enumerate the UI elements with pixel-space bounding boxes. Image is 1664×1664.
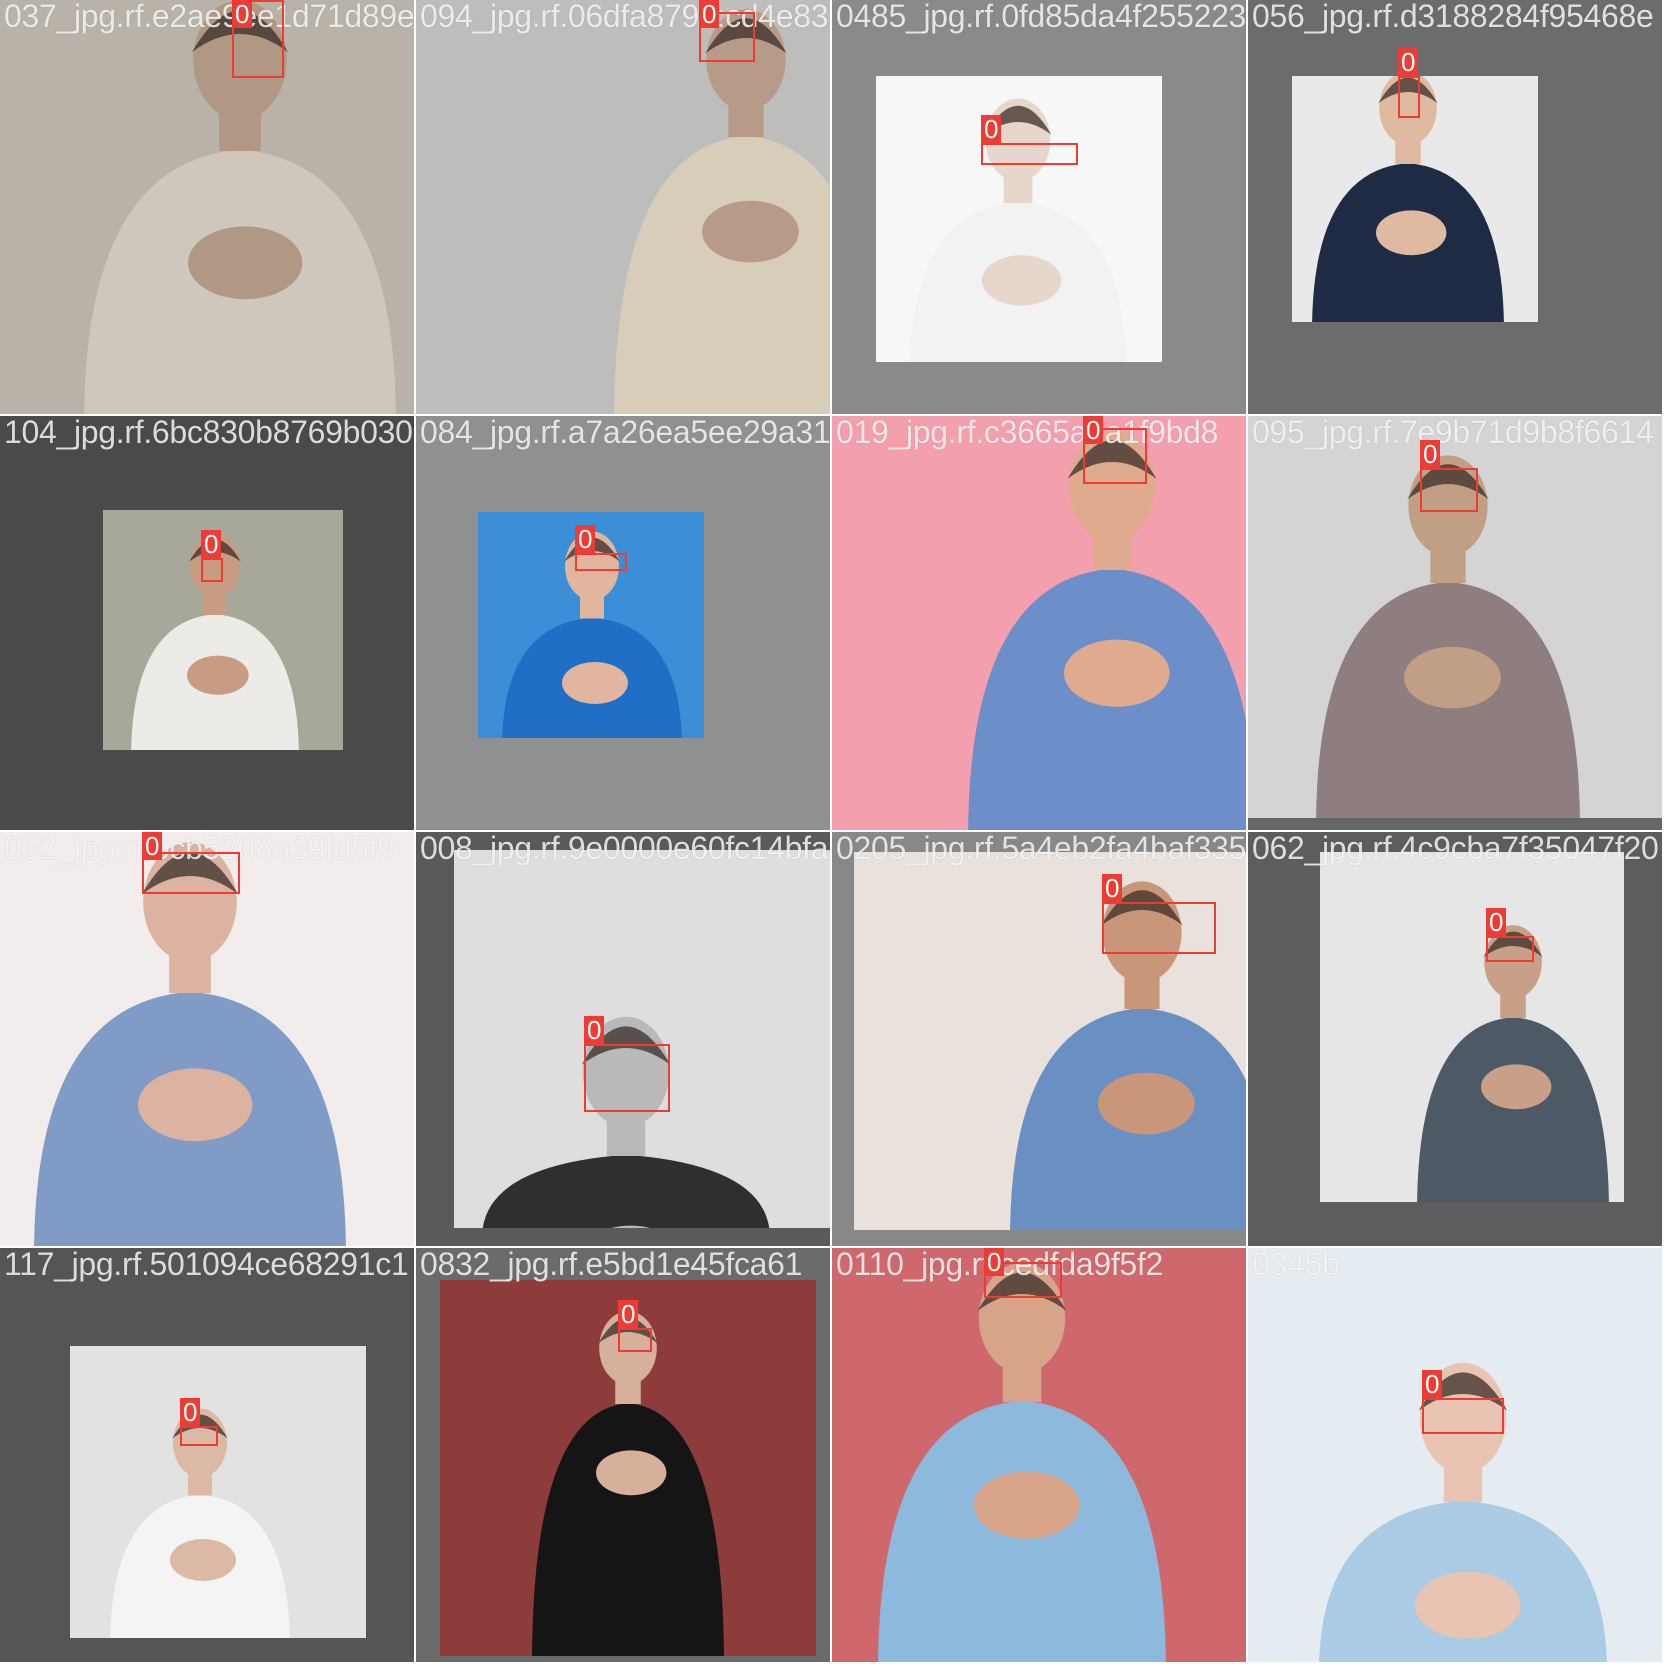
detection-box [699,12,755,62]
tile-filename: 0345b [1252,1248,1340,1282]
class-label-tag: 0 [981,115,1002,143]
class-label-tag: 0 [142,832,163,860]
class-label-tag: 0 [180,1398,201,1426]
person-figure [614,9,830,414]
person-figure [1010,881,1246,1230]
detection-box [180,1426,218,1446]
detection-box [1486,936,1534,962]
person-figure [968,430,1246,830]
person-figure [1312,76,1504,322]
class-label-tag: 0 [1398,48,1419,76]
mosaic-tile: 062_jpg.rf.4c9cba7f35047f20 0 [1248,832,1662,1246]
tile-filename: 084_jpg.rf.a7a26ea5ee29a31 [420,416,830,450]
tile-photo [832,1248,1246,1662]
detection-box [1083,428,1147,484]
tile-photo [1292,76,1538,322]
tile-photo [454,850,830,1228]
person-figure [131,533,299,750]
tile-photo [416,0,830,414]
tile-photo [1248,1248,1662,1662]
tile-filename: 062_jpg.rf.4c9cba7f35047f20 [1252,832,1659,866]
class-label-tag: 0 [201,530,222,558]
tile-filename: 019_jpg.rf.c3665a7a1f9bd8 [836,416,1219,450]
person-figure [34,842,346,1246]
detection-box [201,558,223,582]
person-figure [532,1311,724,1656]
mosaic-tile: 094_jpg.rf.06dfa879b:cd4e83 0 [416,0,830,414]
mosaic-tile: 019_jpg.rf.c3665a7a1f9bd8 0 [832,416,1246,830]
tile-filename: 0205_jpg.rf.5a4eb2fa4baf335 [836,832,1246,866]
class-label-tag: 0 [618,1300,639,1328]
tile-photo [70,1346,366,1638]
person-figure [1319,1362,1607,1662]
mosaic-tile: 0205_jpg.rf.5a4eb2fa4baf335 0 [832,832,1246,1246]
tile-filename: 008_jpg.rf.9e0000e60fc14bfa [420,832,829,866]
detection-box [1420,468,1478,512]
class-label-tag: 0 [232,0,253,28]
person-figure [482,1016,770,1228]
class-label-tag: 0 [575,525,596,553]
tile-photo [832,416,1246,830]
tile-photo [876,76,1162,362]
mosaic-tile: 084_jpg.rf.a7a26ea5ee29a31 0 [416,416,830,830]
class-label-tag: 0 [984,1248,1005,1276]
detection-box [981,143,1078,165]
tile-filename: 0485_jpg.rf.0fd85da4f255223 [836,0,1246,34]
tile-filename: 032_jpg.rf.bcb5208a39fd5f9 [4,832,395,866]
tile-filename: 0832_jpg.rf.e5bd1e45fca61 [420,1248,803,1282]
mosaic-tile: 037_jpg.rf.e2ae9ee1d71d89e 0 [0,0,414,414]
class-label-tag: 0 [1486,908,1507,936]
tile-photo [0,0,414,414]
person-figure [84,0,396,414]
mosaic-tile: 0485_jpg.rf.0fd85da4f255223 0 [832,0,1246,414]
person-figure [1417,925,1609,1202]
detection-box [984,1262,1062,1298]
tile-filename: 056_jpg.rf.d3188284f95468e [1252,0,1654,34]
tile-photo [103,510,343,750]
tile-photo [440,1280,816,1656]
tile-filename: 037_jpg.rf.e2ae9ee1d71d89e [4,0,414,34]
mosaic-tile: 117_jpg.rf.501094ce68291c1 0 [0,1248,414,1662]
detection-box [618,1328,652,1352]
person-figure [1316,455,1580,818]
mosaic-tile: 0345b 0 [1248,1248,1662,1662]
class-label-tag: 0 [699,0,720,28]
tile-filename: 095_jpg.rf.7e9b71d9b8f6614 [1252,416,1654,450]
class-label-tag: 0 [1102,874,1123,902]
mosaic-tile: 095_jpg.rf.7e9b71d9b8f6614 0 [1248,416,1662,830]
detection-box [1398,76,1420,118]
class-label-tag: 0 [584,1016,605,1044]
class-label-tag: 0 [1420,440,1441,468]
detection-box [232,0,284,78]
mosaic-tile: 032_jpg.rf.bcb5208a39fd5f9 0 [0,832,414,1246]
class-label-tag: 0 [1083,416,1104,444]
mosaic-tile: 008_jpg.rf.9e0000e60fc14bfa 0 [416,832,830,1246]
person-figure [110,1408,290,1638]
detection-box [142,852,240,894]
person-figure [878,1262,1166,1662]
class-label-tag: 0 [1422,1370,1443,1398]
tile-photo [0,832,414,1246]
mosaic-tile: 056_jpg.rf.d3188284f95468e 0 [1248,0,1662,414]
mosaic-tile: 0832_jpg.rf.e5bd1e45fca61 0 [416,1248,830,1662]
detection-box [575,553,627,571]
mosaic-tile: 0110_jpg.rf.cedfda9f5f20 [832,1248,1246,1662]
tile-filename: 104_jpg.rf.6bc830b8769b030 [4,416,413,450]
person-figure [502,531,682,738]
detection-box [584,1044,670,1112]
tile-filename: 094_jpg.rf.06dfa879b:cd4e83 [420,0,829,34]
tile-photo [1248,416,1662,818]
tile-photo [1320,852,1624,1202]
tile-filename: 117_jpg.rf.501094ce68291c1 [4,1248,409,1282]
tile-photo [854,852,1246,1230]
mosaic-tile: 104_jpg.rf.6bc830b8769b030 0 [0,416,414,830]
detection-box [1102,902,1216,954]
person-figure [910,98,1126,362]
detection-box [1422,1398,1504,1434]
